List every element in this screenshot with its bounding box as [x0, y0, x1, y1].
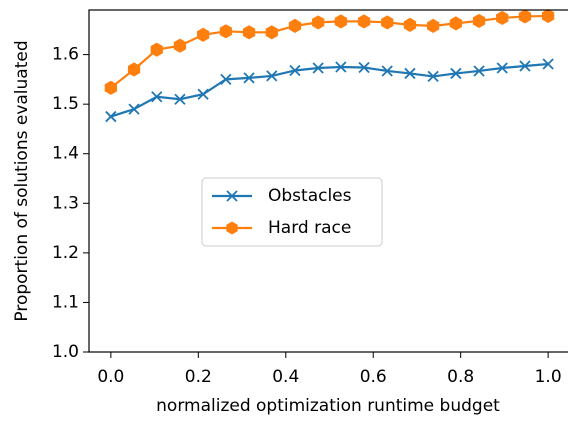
marker — [335, 61, 347, 73]
marker — [173, 38, 187, 53]
x-tick-label: 0.4 — [272, 367, 299, 387]
marker — [473, 65, 485, 77]
marker — [219, 24, 232, 39]
marker — [403, 17, 417, 32]
marker — [220, 73, 232, 86]
marker — [496, 10, 509, 26]
y-tick-label: 1.5 — [52, 94, 79, 114]
marker — [174, 93, 186, 105]
y-tick-label: 1.2 — [52, 243, 79, 263]
line — [110, 62, 549, 118]
legend-label: Obstacles — [268, 186, 352, 206]
marker — [449, 16, 463, 31]
marker — [288, 18, 302, 33]
marker — [151, 91, 163, 103]
series — [104, 8, 555, 95]
marker — [312, 15, 325, 30]
x-tick-label: 0.8 — [447, 367, 474, 387]
x-tick-label: 1.0 — [535, 367, 562, 387]
marker — [496, 62, 508, 74]
marker — [542, 58, 554, 70]
marker — [105, 110, 117, 123]
marker — [381, 15, 394, 30]
y-axis-label: Proportion of solutions evaluated — [12, 40, 32, 321]
line — [110, 14, 549, 89]
plot-frame — [88, 9, 568, 353]
marker — [197, 88, 209, 100]
marker — [450, 67, 462, 80]
marker — [128, 103, 140, 115]
marker — [404, 67, 416, 80]
legend-marker — [226, 190, 238, 202]
legend-label: Hard race — [268, 218, 351, 238]
marker — [334, 14, 347, 29]
marker — [357, 14, 371, 29]
marker — [289, 64, 301, 77]
x-tick-label: 0.0 — [97, 367, 124, 387]
y-tick-label: 1.0 — [52, 342, 79, 362]
marker — [518, 9, 532, 24]
marker — [196, 27, 210, 42]
marker — [265, 25, 278, 40]
marker — [104, 80, 117, 95]
y-tick-label: 1.4 — [52, 144, 79, 164]
marker — [542, 8, 555, 24]
y-tick-label: 1.1 — [52, 292, 79, 312]
marker — [266, 70, 278, 82]
marker — [519, 60, 531, 72]
marker — [242, 25, 256, 40]
x-axis-label: normalized optimization runtime budget — [156, 396, 500, 416]
marker — [427, 70, 439, 83]
marker — [127, 62, 141, 77]
legend-marker — [226, 221, 238, 235]
series — [105, 58, 554, 123]
legend-symbol — [226, 190, 238, 202]
marker — [472, 13, 486, 28]
x-tick-label: 0.6 — [360, 367, 387, 387]
marker — [427, 18, 440, 33]
marker — [243, 72, 255, 84]
y-tick-label: 1.3 — [52, 193, 79, 213]
y-tick-label: 1.6 — [52, 45, 79, 65]
x-tick-label: 0.2 — [185, 367, 212, 387]
legend-symbol — [226, 221, 238, 235]
marker — [381, 65, 393, 77]
marker — [150, 42, 163, 57]
marker — [358, 61, 370, 74]
marker — [312, 62, 324, 74]
